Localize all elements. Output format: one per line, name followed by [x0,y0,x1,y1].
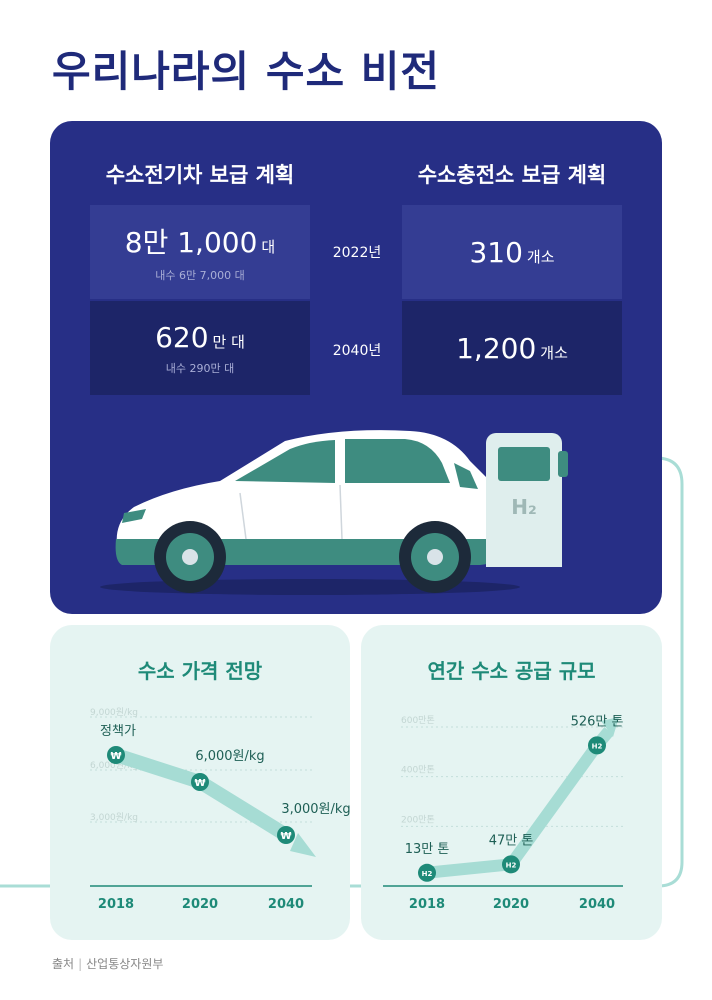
price-data-label: 3,000원/kg [281,802,350,817]
station-2022-cell: 310 개소 [402,205,622,299]
won-icon [191,773,209,791]
h2-marker-glyph: H2 [592,742,603,750]
vehicle-2022-cell: 8만 1,000 대 내수 6만 7,000 대 [90,205,310,299]
price-grid-label: 3,000원/kg [90,812,138,823]
price-grid-label: 6,000원/kg [90,760,138,771]
h2-marker-glyph: H2 [422,870,433,878]
charger-screen [498,447,550,481]
year-2040: 2040년 [332,343,382,359]
charging-station: H₂ [486,433,562,567]
price-chart: 9,000원/kg 6,000원/kg 3,000원/kg ₩2018 ₩2020 6,0… [90,707,350,912]
price-data-label: 6,000원/kg [195,749,264,764]
price-card-title: 수소 가격 전망 [137,659,263,683]
supply-x-tick: 2040 [579,897,615,912]
vehicle-2022-sub: 내수 6만 7,000 대 [155,269,245,282]
source-value: 산업통상자원부 [86,957,164,971]
h2-marker-icon [588,736,606,755]
supply-data-label: 47만 톤 [489,833,534,848]
station-2040-cell: 1,200 개소 [402,301,622,395]
supply-data-label: 13만 톤 [405,842,450,857]
charger-h2-label: H₂ [511,495,537,519]
source-label: 출처 [52,957,75,971]
supply-x-tick: 2018 [409,897,445,912]
supply-grid-label: 400만톤 [401,765,435,776]
charger-hose-icon [558,451,568,477]
vehicle-2022-value: 8만 1,000 [124,226,258,259]
price-x-tick: 2040 [268,897,304,912]
won-icon [107,746,125,764]
price-x-tick: 2020 [182,897,218,912]
supply-trend-band [426,727,614,879]
policy-price-label: 정책가 [100,724,136,739]
page-title: 우리나라의 수소 비전 [52,47,441,96]
supply-scale-card: 연간 수소 공급 규모 600만톤 400만톤 200만톤 H2 2018 13만 톤 H2… [361,625,662,940]
supply-x-tick: 2020 [493,897,529,912]
price-trend-arrowhead [290,833,316,857]
price-trend-band [113,748,290,841]
vehicle-2022-unit: 대 [261,238,276,256]
supply-grid-label: 600만톤 [401,715,435,726]
supply-card-title: 연간 수소 공급 규모 [427,659,596,683]
won-icon [277,826,295,844]
station-2040-value: 1,200 [456,331,537,365]
won-icon-glyph: ₩ [280,831,291,842]
won-icon-glyph: ₩ [110,751,121,762]
vehicle-2040-unit: 만 대 [212,332,245,351]
station-2022-value: 310 [469,235,523,269]
supply-chart: 600만톤 400만톤 200만톤 H2 2018 13만 톤 H2 2020 47만 톤 H2 2… [383,714,624,912]
h2-marker-icon [502,855,520,874]
station-plan-heading: 수소충전소 보급 계획 [417,163,607,187]
won-icon-glyph: ₩ [194,778,205,789]
vehicle-plan-heading: 수소전기차 보급 계획 [105,163,295,187]
station-2040-unit: 개소 [540,343,568,362]
source-note: 출처 | 산업통상자원부 [52,957,164,971]
vehicle-2040-value: 620 [155,320,209,354]
hydrogen-car-illustration [100,430,520,595]
price-grid-label: 9,000원/kg [90,707,138,718]
price-x-tick: 2018 [98,897,134,912]
h2-marker-icon [418,863,436,882]
station-2022-unit: 개소 [526,247,555,266]
h2-marker-glyph: H2 [506,861,517,869]
supply-trend-arrowhead [601,717,619,737]
vehicle-2040-sub: 내수 290만 대 [165,361,235,375]
supply-grid-label: 200만톤 [401,814,435,825]
vehicle-2040-cell: 620 만 대 내수 290만 대 [90,301,310,395]
supply-data-label: 526만 톤 [571,714,624,729]
year-2022: 2022년 [332,245,382,261]
price-outlook-card: 수소 가격 전망 9,000원/kg 6,000원/kg 3,000원/kg ₩201… [50,625,350,940]
hero-panel: 수소전기차 보급 계획 수소충전소 보급 계획 8만 1,000 대 내수 6만… [50,121,662,614]
